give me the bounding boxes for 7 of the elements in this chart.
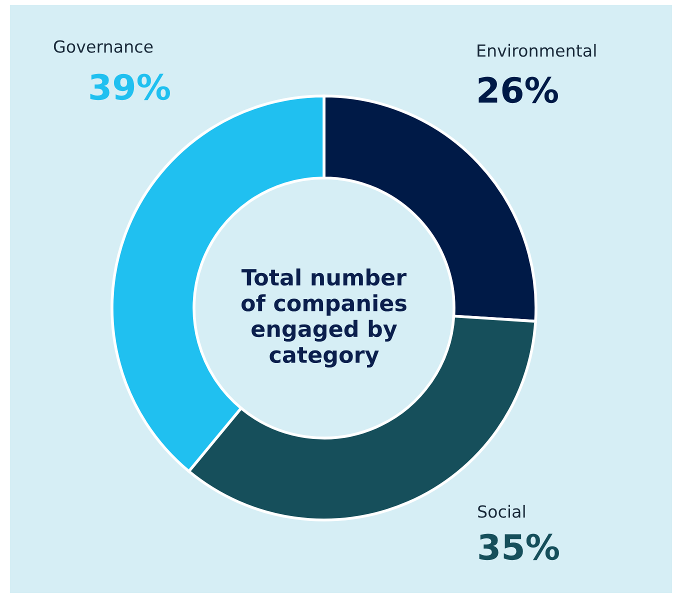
data-label: 35% bbox=[479, 534, 560, 560]
data-label: 39% bbox=[90, 74, 170, 100]
text: Total number of companies engaged by category bbox=[242, 268, 407, 368]
slice-label: Environmental bbox=[478, 44, 596, 57]
data-label: 26% bbox=[478, 76, 558, 104]
slice-label: Social bbox=[478, 504, 525, 518]
slice-label: Governance bbox=[54, 40, 153, 53]
